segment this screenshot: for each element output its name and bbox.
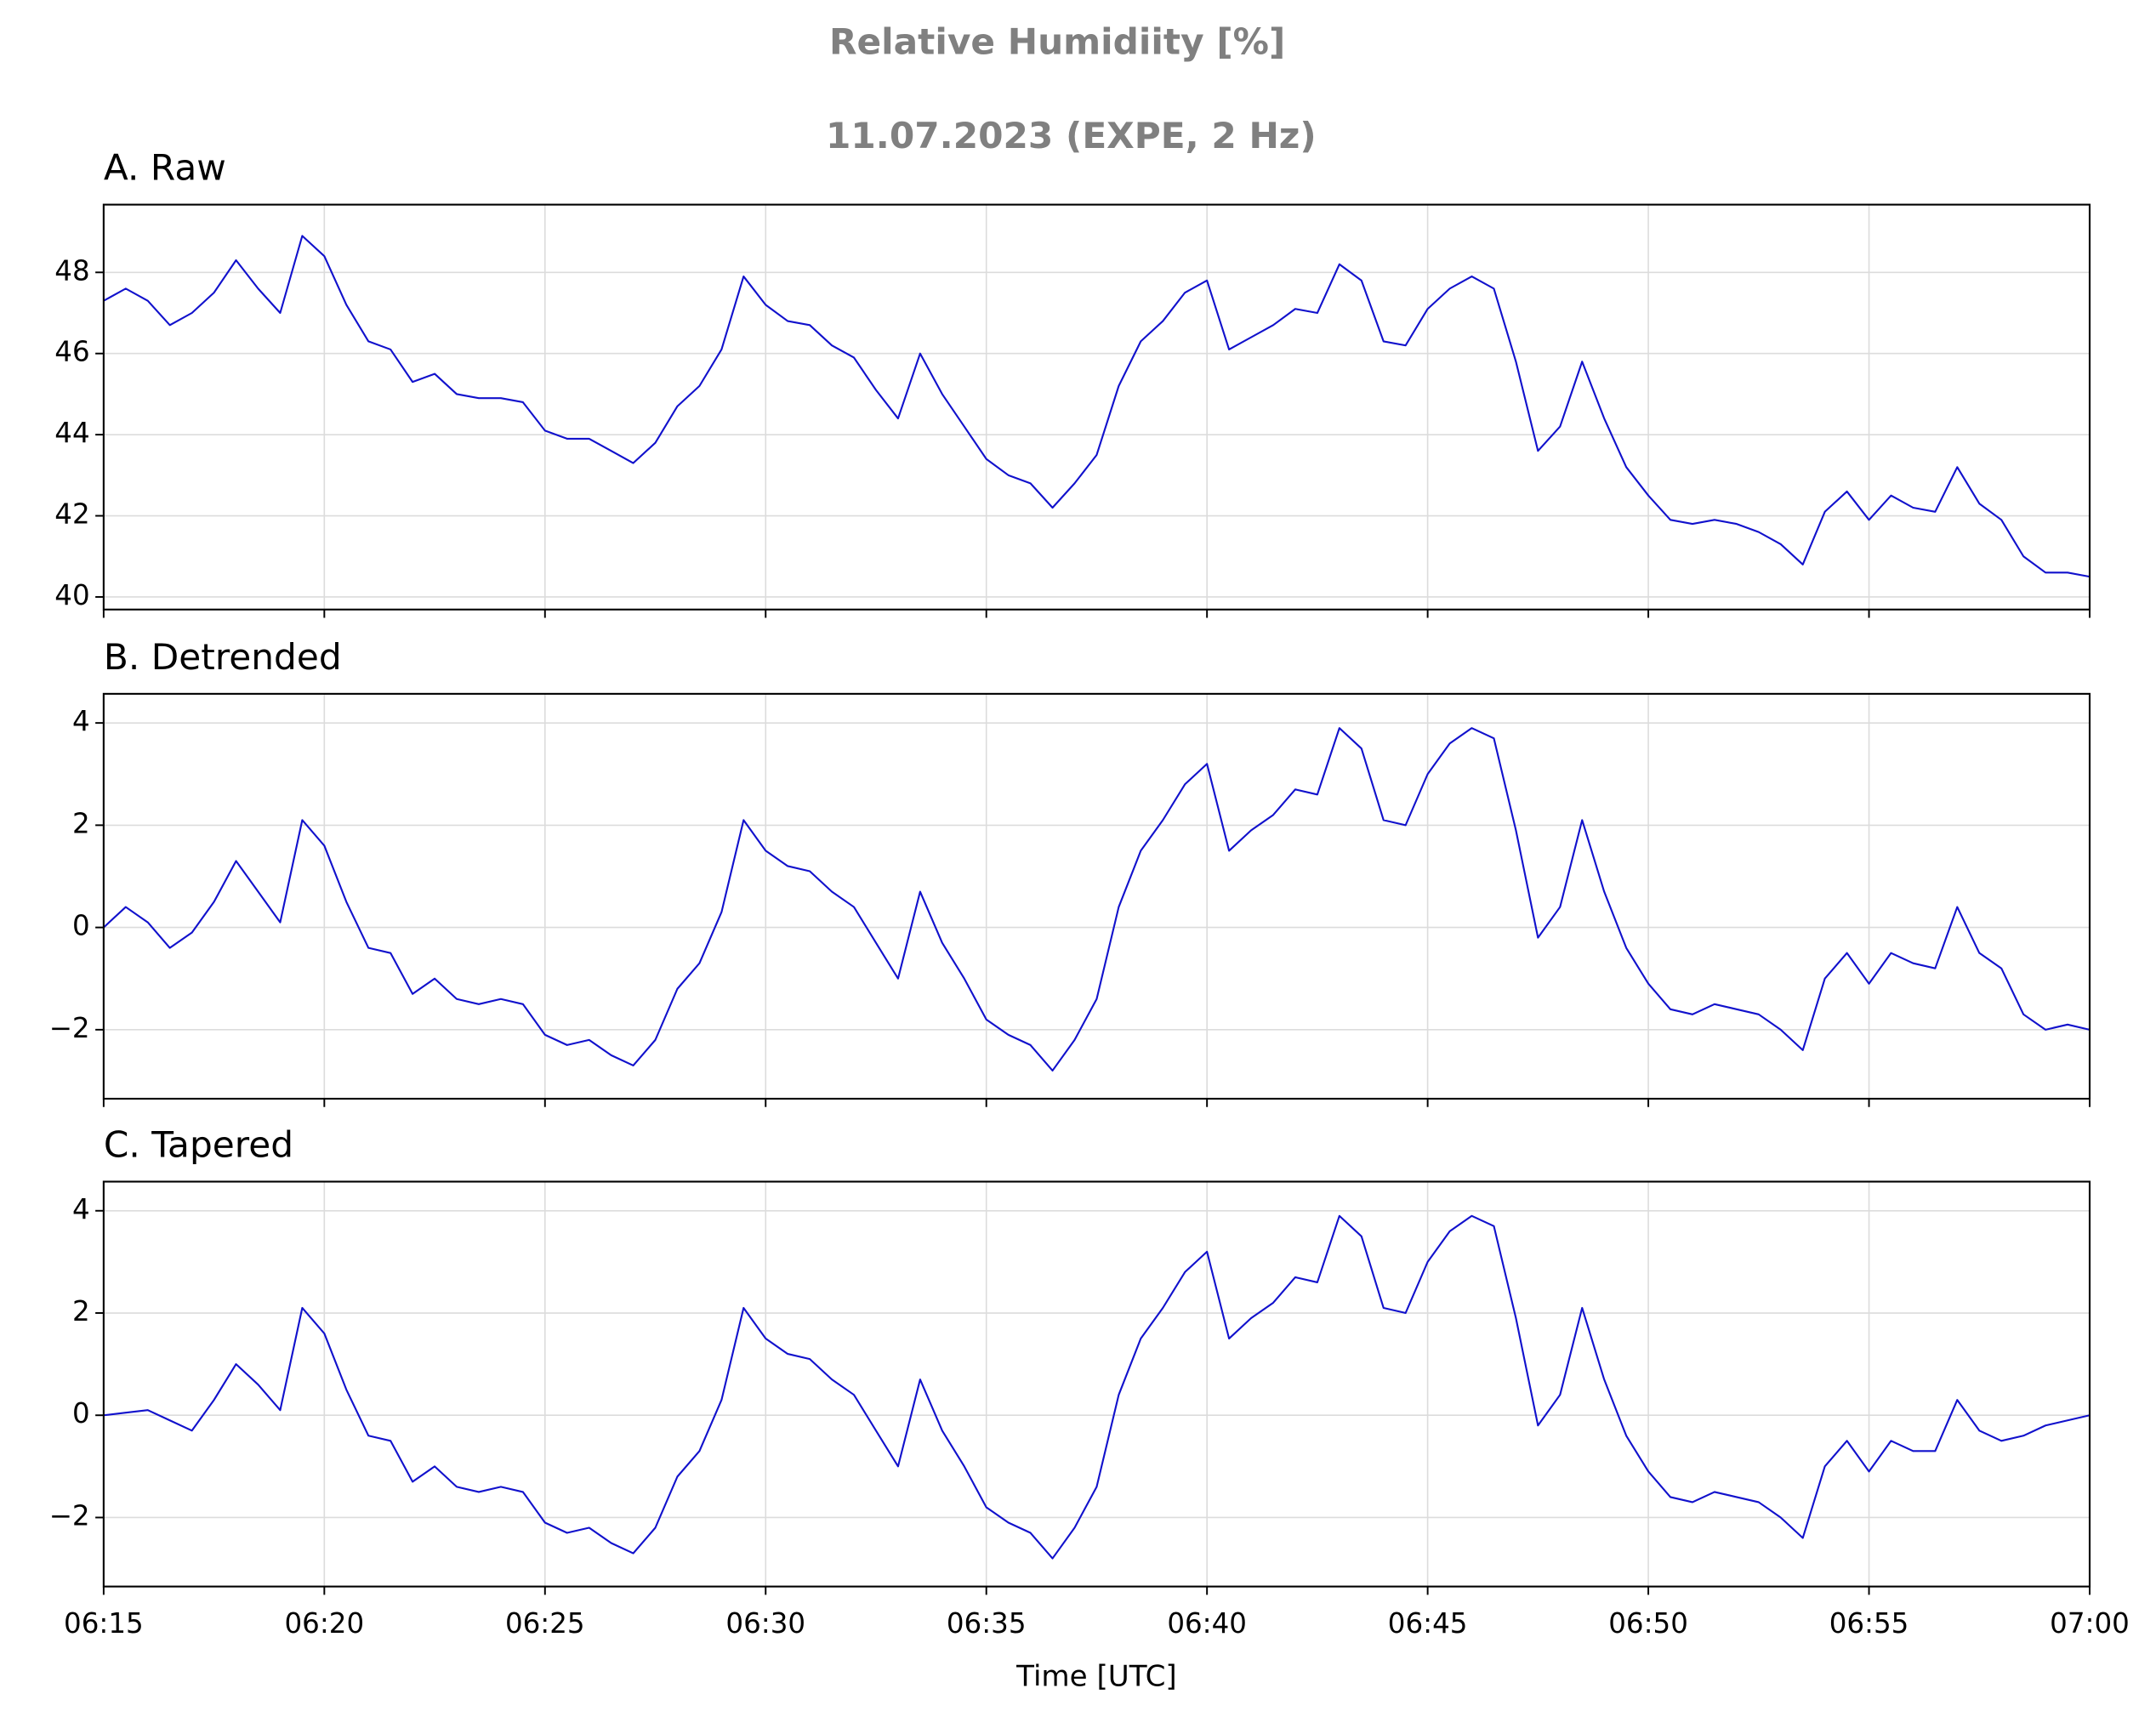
plot-frame [102,692,2091,1100]
x-tick-label: 06:40 [1167,1607,1247,1640]
y-tick-label: 0 [72,1397,90,1430]
y-tick-label: 2 [72,807,90,839]
data-line [103,1214,2091,1560]
data-line [103,727,2091,1072]
x-tick-label: 06:15 [64,1607,144,1640]
y-tick-label: 44 [54,417,89,449]
y-tick-label: −2 [49,1012,90,1044]
x-tick-label: 06:20 [284,1607,364,1640]
y-tick-label: 0 [72,910,90,942]
x-tick-label: 06:50 [1608,1607,1688,1640]
plot-frame [102,203,2091,611]
y-tick-label: −2 [49,1499,90,1532]
x-tick-label: 06:55 [1829,1607,1909,1640]
panel-title: C. Tapered [104,1123,293,1165]
panel-title: B. Detrended [104,636,342,678]
y-tick-label: 4 [72,705,90,737]
x-tick-label: 06:45 [1388,1607,1468,1640]
panel-title: A. Raw [104,147,226,189]
y-tick-label: 4 [72,1193,90,1225]
figure-title: Relative Humidiity [%] [829,21,1285,63]
y-tick-label: 40 [54,579,89,611]
x-tick-label: 06:35 [947,1607,1027,1640]
plot-frame [102,1180,2091,1588]
data-line [103,235,2091,578]
y-tick-label: 46 [54,336,89,368]
x-tick-label: 07:00 [2050,1607,2130,1640]
x-tick-label: 06:30 [725,1607,805,1640]
figure-subtitle: 11.07.2023 (EXPE, 2 Hz) [826,115,1317,156]
x-axis-label: Time [UTC] [1015,1659,1177,1693]
y-tick-label: 42 [54,498,89,531]
x-tick-label: 06:25 [505,1607,585,1640]
y-tick-label: 2 [72,1295,90,1327]
y-tick-label: 48 [54,254,89,287]
